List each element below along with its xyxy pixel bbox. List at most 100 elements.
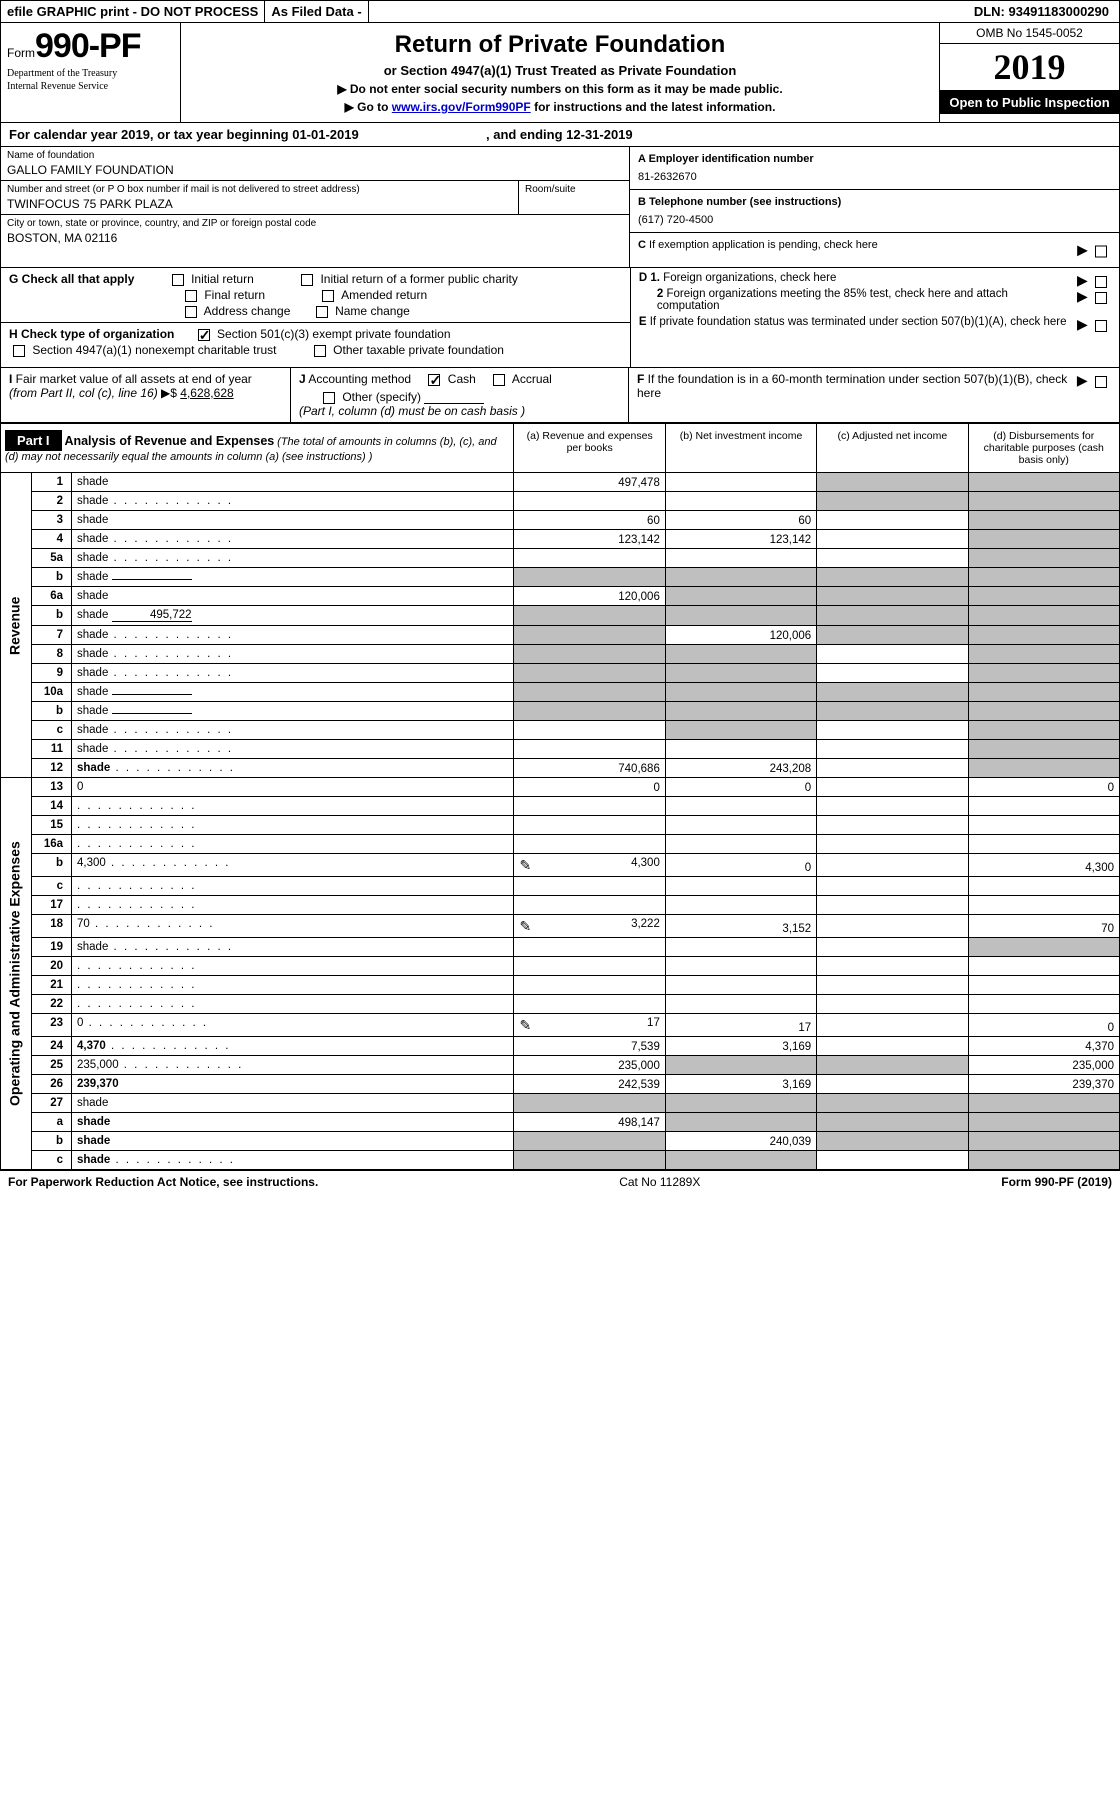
attachment-icon[interactable]: ✎ — [519, 1017, 531, 1034]
row-num: c — [32, 877, 72, 896]
row-desc: shade — [72, 759, 514, 778]
row-desc: shade 495,722 — [72, 606, 514, 626]
row-num: 9 — [32, 664, 72, 683]
chk-initial-former[interactable] — [301, 274, 313, 286]
opt-final: Final return — [204, 288, 265, 302]
col-d-header: (d) Disbursements for charitable purpose… — [968, 424, 1119, 473]
opt-initial-former: Initial return of a former public charit… — [320, 272, 517, 286]
calendar-year-line: For calendar year 2019, or tax year begi… — [0, 123, 1120, 147]
row-num: 22 — [32, 995, 72, 1014]
form-word: Form — [7, 46, 35, 60]
note-pre: ▶ Go to — [345, 100, 392, 114]
e-line: E If private foundation status was termi… — [639, 316, 1111, 328]
f-line: F If the foundation is in a 60-month ter… — [637, 372, 1111, 400]
opt-accrual: Accrual — [512, 372, 552, 386]
cal-begin: For calendar year 2019, or tax year begi… — [9, 127, 359, 142]
col-f: F If the foundation is in a 60-month ter… — [629, 368, 1119, 422]
row-num: 21 — [32, 976, 72, 995]
d1-line: D 1. Foreign organizations, check here ▶ — [639, 272, 1111, 284]
chk-accrual[interactable] — [493, 374, 505, 386]
foundation-name: GALLO FAMILY FOUNDATION — [7, 163, 623, 177]
row-num: 1 — [32, 473, 72, 492]
chk-name[interactable] — [316, 306, 328, 318]
row-num: 12 — [32, 759, 72, 778]
c-checkbox[interactable] — [1095, 246, 1107, 258]
row-desc: shade — [72, 549, 514, 568]
row-desc: shade — [72, 492, 514, 511]
table-row: 9shade — [1, 664, 1120, 683]
form-header: Form990-PF Department of the Treasury In… — [0, 23, 1120, 123]
row-num: 6a — [32, 587, 72, 606]
table-row: 6ashade120,006 — [1, 587, 1120, 606]
row-num: 26 — [32, 1075, 72, 1094]
omb-number: OMB No 1545-0052 — [940, 23, 1119, 44]
chk-cash[interactable] — [428, 374, 440, 386]
f-checkbox[interactable] — [1095, 376, 1107, 388]
table-row: 17 — [1, 896, 1120, 915]
row-desc: shade — [72, 740, 514, 759]
e-checkbox[interactable] — [1095, 320, 1107, 332]
entity-left: Name of foundation GALLO FAMILY FOUNDATI… — [1, 147, 629, 267]
table-row: ashade498,147 — [1, 1113, 1120, 1132]
c-text: If exemption application is pending, che… — [649, 239, 878, 251]
row-desc: shade — [72, 626, 514, 645]
table-row: 2shade — [1, 492, 1120, 511]
row-num: c — [32, 721, 72, 740]
row-desc — [72, 957, 514, 976]
chk-4947[interactable] — [13, 345, 25, 357]
row-desc — [72, 976, 514, 995]
street-cell: Number and street (or P O box number if … — [1, 181, 519, 214]
form-title: Return of Private Foundation — [191, 31, 929, 59]
chk-final[interactable] — [185, 290, 197, 302]
row-num: 27 — [32, 1094, 72, 1113]
opt-other-method: Other (specify) — [342, 390, 421, 404]
row-desc: shade — [72, 1132, 514, 1151]
irs-link[interactable]: www.irs.gov/Form990PF — [392, 100, 531, 114]
table-row: 25235,000235,000235,000 — [1, 1056, 1120, 1075]
row-desc: shade — [72, 511, 514, 530]
table-row: 12shade740,686243,208 — [1, 759, 1120, 778]
attachment-icon[interactable]: ✎ — [519, 918, 531, 935]
section-ijf: I Fair market value of all assets at end… — [0, 368, 1120, 423]
ein-cell: A Employer identification number 81-2632… — [630, 147, 1119, 190]
table-row: 3shade6060 — [1, 511, 1120, 530]
row-num: c — [32, 1151, 72, 1170]
table-row: 230✎17170 — [1, 1014, 1120, 1037]
footer-cat: Cat No 11289X — [619, 1175, 700, 1189]
row-desc: shade — [72, 530, 514, 549]
chk-other-method[interactable] — [323, 392, 335, 404]
row-desc: shade — [72, 587, 514, 606]
table-row: 5ashade — [1, 549, 1120, 568]
dept-treasury: Department of the Treasury — [7, 68, 174, 79]
chk-initial[interactable] — [172, 274, 184, 286]
chk-address[interactable] — [185, 306, 197, 318]
d2-line: 2 Foreign organizations meeting the 85% … — [639, 288, 1111, 312]
form-id-block: Form990-PF Department of the Treasury In… — [1, 23, 181, 122]
opt-initial: Initial return — [191, 272, 254, 286]
d1-checkbox[interactable] — [1095, 276, 1107, 288]
table-row: 8shade — [1, 645, 1120, 664]
chk-amended[interactable] — [322, 290, 334, 302]
revenue-label: Revenue — [1, 473, 32, 778]
d2-checkbox[interactable] — [1095, 292, 1107, 304]
attachment-icon[interactable]: ✎ — [519, 857, 531, 874]
j-note: (Part I, column (d) must be on cash basi… — [299, 404, 620, 418]
dln-label: DLN: — [974, 4, 1005, 19]
row-desc — [72, 797, 514, 816]
row-num: 15 — [32, 816, 72, 835]
street-row: Number and street (or P O box number if … — [1, 181, 629, 215]
table-row: 1870✎3,2223,15270 — [1, 915, 1120, 938]
chk-other-tax[interactable] — [314, 345, 326, 357]
row-desc: 70 — [72, 915, 514, 938]
row-num: b — [32, 568, 72, 587]
room-cell: Room/suite — [519, 181, 629, 214]
section-def: D 1. Foreign organizations, check here ▶… — [630, 268, 1119, 367]
row-desc: 4,300 — [72, 854, 514, 877]
table-row: bshade 495,722 — [1, 606, 1120, 626]
top-bar: efile GRAPHIC print - DO NOT PROCESS As … — [0, 0, 1120, 23]
chk-501c3[interactable] — [198, 329, 210, 341]
row-desc — [72, 995, 514, 1014]
phone-label: B Telephone number (see instructions) — [638, 196, 1111, 208]
efile-label: efile GRAPHIC print - DO NOT PROCESS — [1, 1, 265, 22]
opt-amended: Amended return — [341, 288, 427, 302]
